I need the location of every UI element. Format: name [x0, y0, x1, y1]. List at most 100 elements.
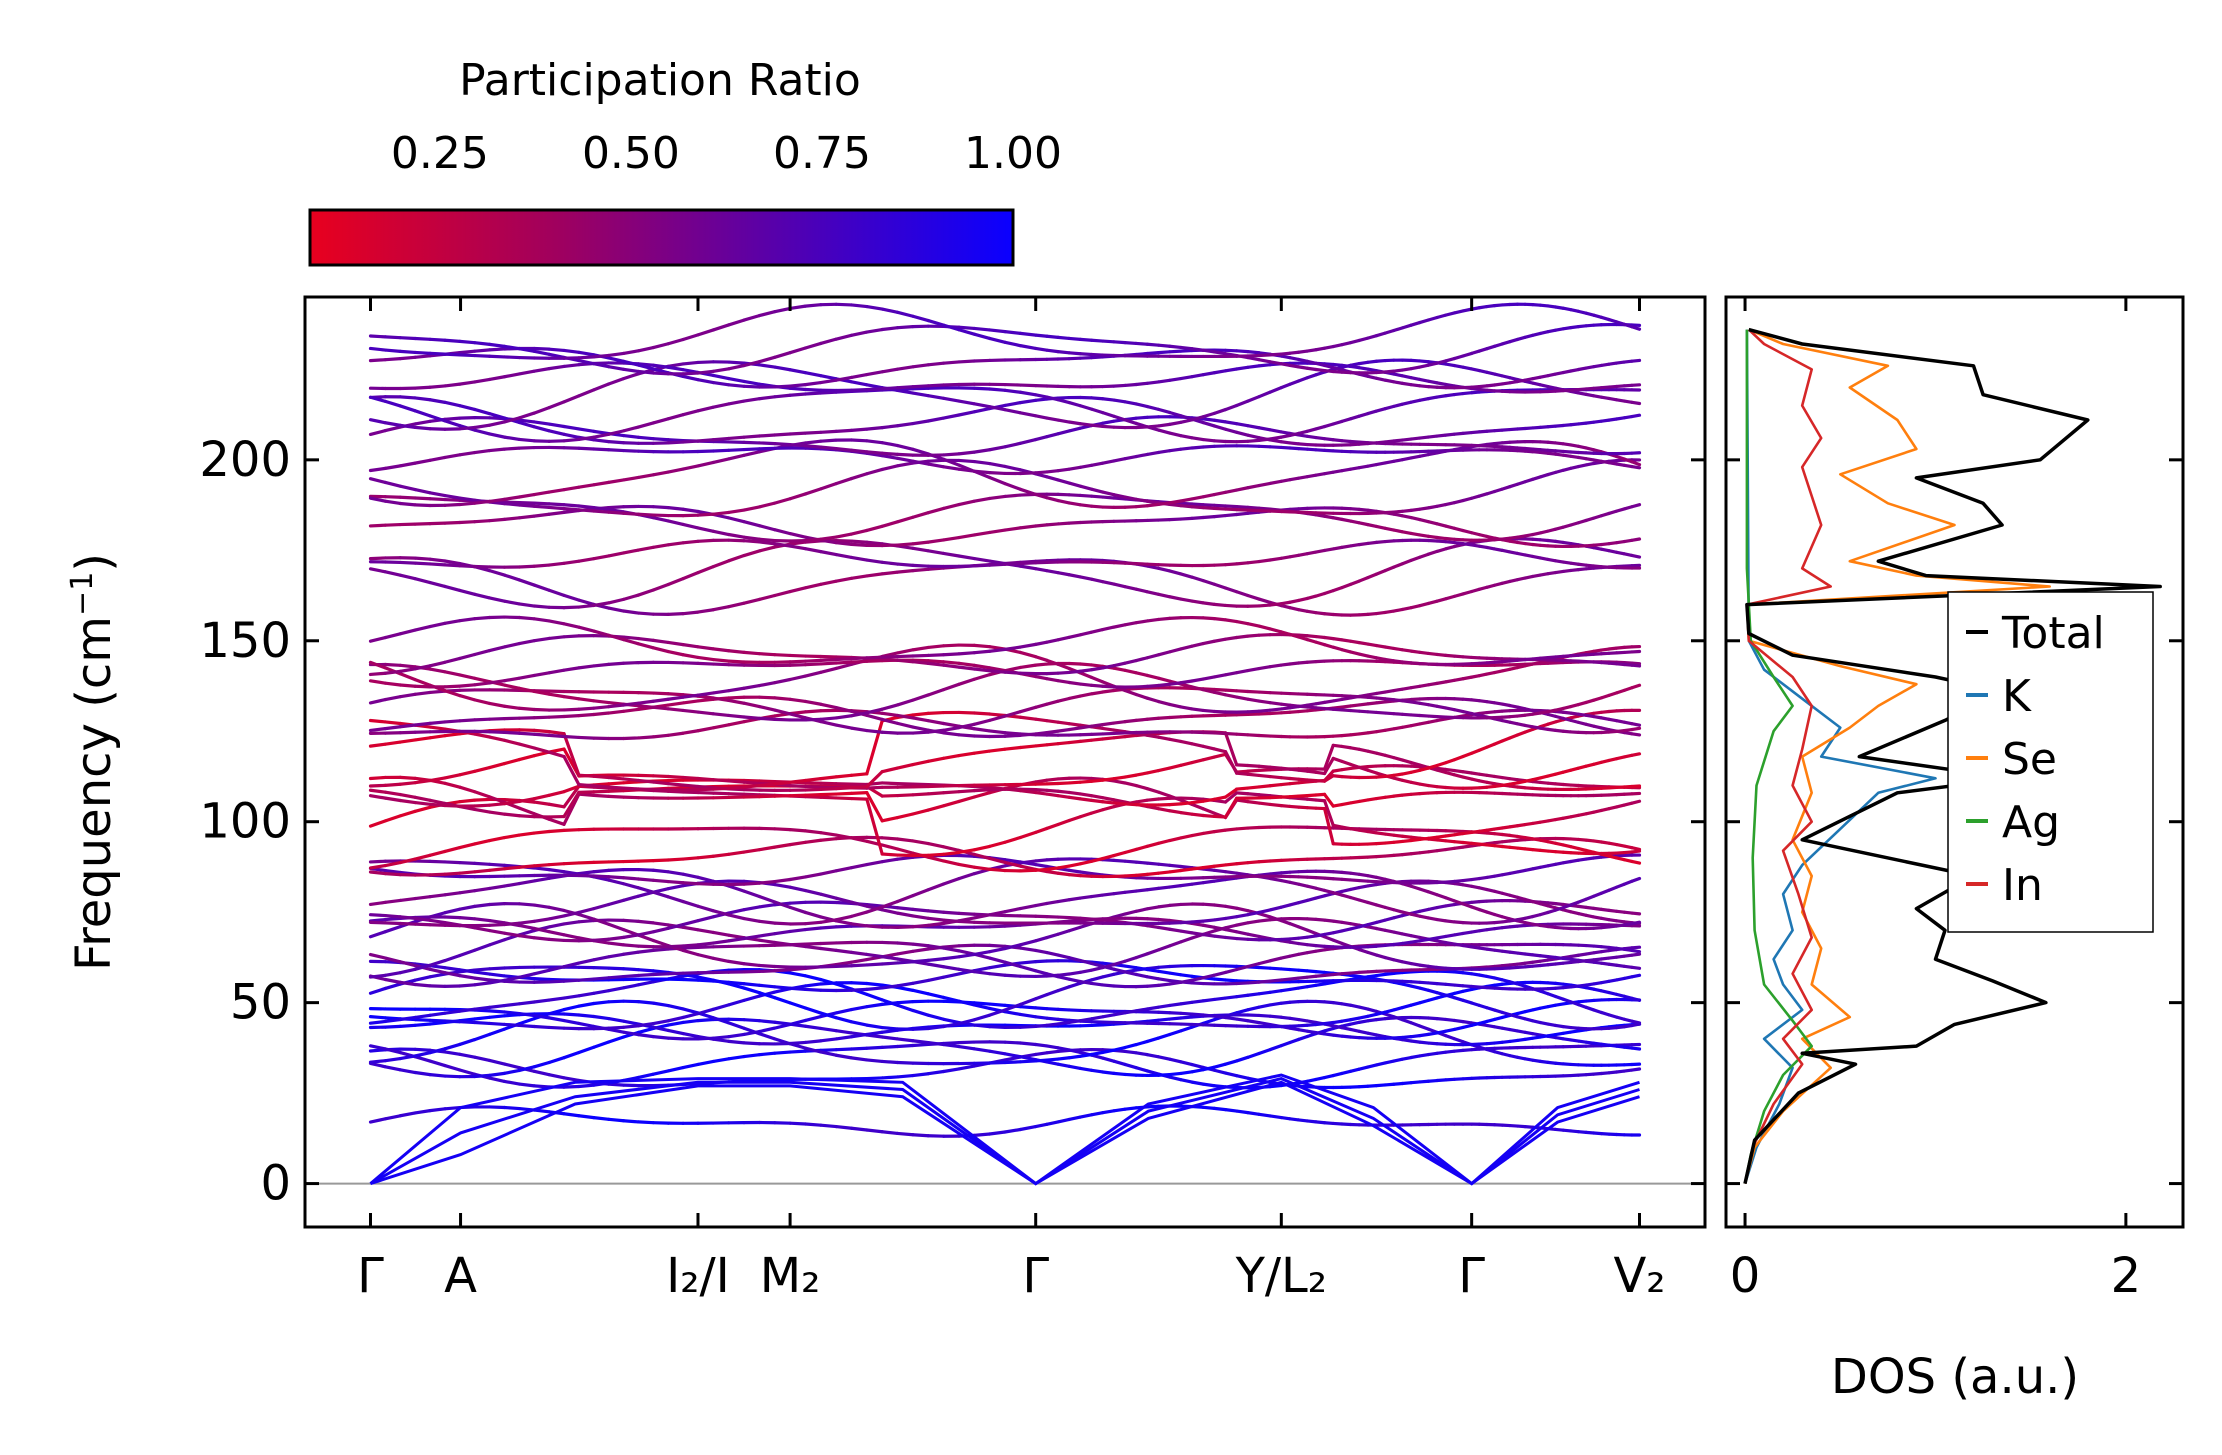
optical-branch-segment: [727, 538, 746, 543]
optical-branch-segment: [1168, 1075, 1183, 1082]
optical-branch-segment: [458, 974, 477, 980]
optical-branch-segment: [865, 1045, 884, 1050]
optical-branch-segment: [941, 955, 961, 961]
optical-branch-segment: [803, 987, 823, 992]
optical-branch-segment: [592, 789, 611, 794]
optical-branch-segment: [972, 950, 992, 957]
optical-branch-segment: [773, 708, 792, 716]
optical-branch-segment: [428, 621, 447, 629]
optical-branch-segment: [1034, 862, 1049, 869]
optical-branch-segment: [1246, 910, 1261, 917]
optical-branch-segment: [773, 882, 792, 889]
optical-branch-segment: [1056, 571, 1071, 577]
optical-branch-segment: [1067, 896, 1082, 902]
optical-branch-segment: [487, 1014, 507, 1019]
optical-branch-segment: [1101, 853, 1116, 861]
optical-branch-segment: [742, 784, 761, 789]
optical-branch-segment: [607, 551, 626, 558]
optical-branch-segment: [1246, 1019, 1261, 1025]
optical-branch-segment: [651, 697, 670, 703]
optical-branch-segment: [562, 910, 581, 918]
optical-branch-segment: [517, 1065, 536, 1073]
optical-branch-segment: [651, 646, 670, 654]
optical-branch-segment: [1268, 765, 1283, 770]
optical-branch-segment: [865, 992, 884, 1002]
optical-branch-segment: [651, 470, 670, 477]
optical-branch-segment: [621, 1019, 641, 1026]
optical-branch-segment: [1067, 726, 1082, 732]
optical-branch-segment: [711, 1016, 731, 1025]
optical-branch-segment: [383, 570, 402, 577]
optical-branch-segment: [1246, 919, 1261, 925]
optical-branch-segment: [681, 1062, 700, 1070]
optical-branch-segment: [742, 450, 761, 457]
optical-branch-segment: [788, 927, 808, 934]
optical-branch-segment: [443, 520, 462, 525]
optical-branch-segment: [742, 683, 761, 690]
optical-branch-segment: [711, 1037, 731, 1043]
optical-branch-segment: [911, 1133, 930, 1138]
optical-branch-segment: [819, 1026, 838, 1033]
optical-branch-segment: [1156, 676, 1172, 683]
optical-branch-segment: [1223, 750, 1239, 775]
optical-branch-segment: [1123, 1072, 1138, 1077]
optical-branch-segment: [1212, 1068, 1228, 1075]
optical-branch-segment: [1268, 1114, 1283, 1120]
optical-branch-segment: [681, 972, 700, 979]
optical-branch-segment: [849, 862, 869, 870]
optical-branch-segment: [773, 964, 792, 969]
optical-branch-segment: [880, 657, 900, 662]
optical-branch-segment: [895, 847, 915, 855]
optical-branch-segment: [834, 706, 854, 713]
optical-branch-segment: [577, 598, 596, 607]
optical-branch-segment: [368, 819, 387, 828]
optical-branch-segment: [819, 702, 838, 710]
optical-branch-segment: [636, 512, 655, 517]
optical-branch-segment: [803, 838, 823, 844]
optical-branch-segment: [636, 1072, 655, 1080]
optical-branch-segment: [711, 1057, 731, 1064]
optical-branch-segment: [742, 650, 761, 656]
optical-branch-segment: [473, 797, 492, 802]
optical-branch-segment: [1212, 513, 1228, 519]
optical-branch-segment: [1223, 1015, 1239, 1021]
optical-branch-segment: [1101, 490, 1116, 497]
optical-branch-segment: [1045, 522, 1060, 527]
optical-branch-segment: [819, 550, 838, 557]
optical-branch-segment: [803, 974, 823, 982]
optical-branch-segment: [941, 965, 961, 971]
optical-branch-segment: [607, 709, 626, 715]
optical-branch-segment: [681, 464, 700, 471]
optical-branch-segment: [1045, 869, 1060, 875]
optical-branch-segment: [788, 778, 808, 784]
optical-branch-segment: [487, 810, 507, 816]
optical-branch-segment: [972, 1132, 992, 1137]
optical-branch-segment: [1078, 870, 1094, 876]
optical-branch-segment: [487, 884, 507, 891]
optical-branch-segment: [473, 717, 492, 722]
optical-branch-segment: [532, 501, 551, 506]
optical-branch-segment: [473, 917, 492, 923]
optical-branch-segment: [1045, 857, 1060, 862]
optical-branch-segment: [1190, 505, 1205, 510]
optical-branch-segment: [1145, 1069, 1161, 1076]
optical-branch-segment: [517, 923, 536, 931]
optical-branch-segment: [1101, 1022, 1116, 1027]
optical-branch-segment: [773, 921, 792, 926]
optical-branch-segment: [607, 974, 626, 980]
optical-branch-segment: [757, 991, 777, 1000]
optical-branch-segment: [819, 1048, 838, 1052]
optical-branch-segment: [1034, 717, 1049, 723]
optical-branch-segment: [666, 695, 685, 701]
optical-branch-segment: [666, 701, 685, 707]
optical-branch-segment: [681, 899, 700, 908]
optical-branch-segment: [607, 775, 626, 781]
optical-branch-segment: [1268, 1043, 1283, 1052]
optical-branch-segment: [636, 642, 655, 650]
optical-branch-segment: [636, 473, 655, 480]
optical-branch-segment: [1257, 768, 1272, 772]
optical-branch-segment: [880, 1035, 900, 1041]
optical-branch-segment: [1168, 868, 1183, 874]
optical-branch-segment: [1056, 975, 1071, 981]
optical-branch-segment: [1156, 1003, 1172, 1009]
